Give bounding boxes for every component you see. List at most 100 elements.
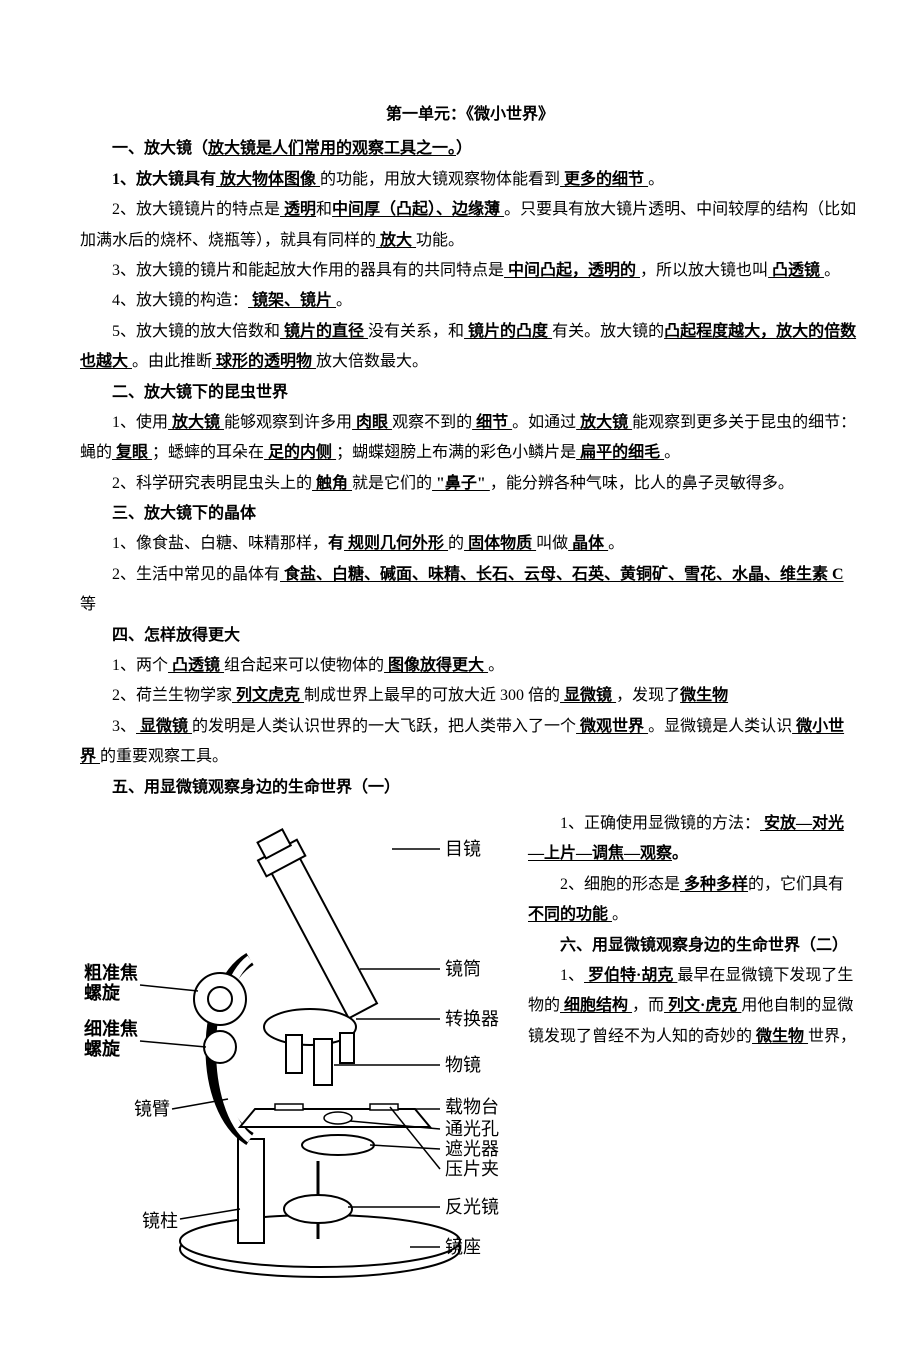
- s2-p2-c: 就是它们的: [352, 475, 432, 492]
- s1-p2-d: 中间厚（凸起）、边缘薄: [332, 201, 504, 218]
- s1-p3: 3、放大镜的镜片和能起放大作用的器具有的共同特点是 中间凸起，透明的 ，所以放大…: [80, 256, 860, 286]
- s4-p3-d: 微观世界: [576, 718, 648, 735]
- s3-p1-e: 固体物质: [464, 535, 536, 552]
- s1-p5-g: 。由此推断: [132, 353, 212, 370]
- s2-p1-a: 1、使用: [112, 414, 168, 431]
- s5-p2-d: 不同的功能: [528, 906, 612, 923]
- s3-p1-c: 规则几何外形: [344, 535, 448, 552]
- label-coarse-1: 粗准焦: [84, 962, 138, 983]
- s4-p2-b: 列文虎克: [232, 687, 304, 704]
- s3-p1-f: 叫做: [536, 535, 568, 552]
- s5-p1: 1、正确使用显微镜的方法： 安放—对光—上片—调焦—观察。: [528, 809, 860, 870]
- s4-p2-e: ，发现了: [616, 687, 680, 704]
- s4-p1-d: 图像放得更大: [384, 657, 488, 674]
- s4-p3: 3、 显微镜 的发明是人类认识世界的一大飞跃，把人类带入了一个 微观世界 。显微…: [80, 712, 860, 773]
- s1-p5-h: 球形的透明物: [212, 353, 316, 370]
- s6-p1-f: 列文·虎克: [664, 997, 741, 1014]
- s5-p2-c: 的，它们具有: [748, 876, 844, 893]
- s4-p1-c: 组合起来可以使物体的: [224, 657, 384, 674]
- s1-p1-b: 放大物体图像: [216, 171, 320, 188]
- diagram-and-text-row: 目镜 镜筒 转换器 物镜 载物台 通光孔 遮光器 压片夹 反光镜 镜座 粗准焦 …: [80, 809, 860, 1289]
- section-1-head: 一、放大镜（放大镜是人们常用的观察工具之一。）: [80, 134, 860, 164]
- s1-head-a: 一、放大镜（: [112, 140, 208, 157]
- section-6-head: 六、用显微镜观察身边的生命世界（二）: [528, 931, 860, 961]
- s2-p1-k: ；蟋蟀的耳朵在: [152, 444, 264, 461]
- s4-p2: 2、荷兰生物学家 列文虎克 制成世界上最早的可放大近 300 倍的 显微镜 ，发…: [80, 681, 860, 711]
- section-2-head: 二、放大镜下的昆虫世界: [80, 378, 860, 408]
- s2-p1-m: ；蝴蝶翅膀上布满的彩色小鳞片是: [336, 444, 576, 461]
- s1-p3-b: 中间凸起，透明的: [504, 262, 640, 279]
- section-5-head: 五、用显微镜观察身边的生命世界（一）: [80, 773, 860, 803]
- s6-p1-h: 微生物: [752, 1028, 808, 1045]
- s3-p1: 1、像食盐、白糖、味精那样，有 规则几何外形 的 固体物质 叫做 晶体 。: [80, 529, 860, 559]
- s1-p5-b: 镜片的直径: [280, 323, 368, 340]
- s6-p1-b: 罗伯特·胡克: [584, 967, 677, 984]
- s1-p1: 1、放大镜具有 放大物体图像 的功能，用放大镜观察物体能看到 更多的细节 。: [80, 165, 860, 195]
- s1-p4-c: 。: [336, 292, 352, 309]
- s5-p1-c: 。: [672, 845, 688, 862]
- label-aperture: 通光孔: [445, 1119, 499, 1139]
- label-fine-2: 螺旋: [84, 1038, 121, 1059]
- s5-p2-b: 多种多样: [680, 876, 748, 893]
- s1-p3-e: 。: [824, 262, 840, 279]
- label-eyepiece: 目镜: [445, 839, 481, 859]
- s2-p1-f: 细节: [472, 414, 512, 431]
- s6-p1-e: ，而: [632, 997, 664, 1014]
- s1-p2-c: 和: [316, 201, 332, 218]
- s1-head-c: ）: [456, 140, 472, 157]
- s1-p1-c: 的功能，用放大镜观察物体能看到: [320, 171, 560, 188]
- s6-p1-d: 细胞结构: [560, 997, 632, 1014]
- s4-p2-a: 2、荷兰生物学家: [112, 687, 232, 704]
- s2-p1-j: 复眼: [112, 444, 152, 461]
- label-diaphragm: 遮光器: [445, 1139, 499, 1159]
- s4-p2-c: 制成世界上最早的可放大近 300 倍的: [304, 687, 560, 704]
- s1-p4-a: 4、放大镜的构造：: [112, 292, 248, 309]
- s4-p2-d: 显微镜: [560, 687, 616, 704]
- label-base: 镜座: [445, 1237, 481, 1257]
- s2-p1-h: 放大镜: [576, 414, 632, 431]
- s2-p1-l: 足的内侧: [264, 444, 336, 461]
- s2-p1-e: 观察不到的: [392, 414, 472, 431]
- s2-p1-o: 。: [664, 444, 680, 461]
- s2-p1-d: 肉眼: [352, 414, 392, 431]
- s1-head-b: 放大镜是人们常用的观察工具之一。: [208, 140, 456, 157]
- s4-p1-a: 1、两个: [112, 657, 168, 674]
- s1-p4: 4、放大镜的构造： 镜架、镜片 。: [80, 286, 860, 316]
- label-arm: 镜臂: [134, 1099, 170, 1119]
- s1-p2-f: 放大: [376, 232, 416, 249]
- s5-p2: 2、细胞的形态是 多种多样的，它们具有 不同的功能 。: [528, 870, 860, 931]
- s2-p1-n: 扁平的细毛: [576, 444, 664, 461]
- s3-p1-h: 。: [608, 535, 624, 552]
- s3-p2-a: 2、生活中常见的晶体有: [112, 566, 280, 583]
- s1-p3-a: 3、放大镜的镜片和能起放大作用的器具有的共同特点是: [112, 262, 504, 279]
- s2-p2-d: "鼻子": [432, 475, 490, 492]
- s2-p2: 2、科学研究表明昆虫头上的 触角 就是它们的 "鼻子" ，能分辨各种气味，比人的…: [80, 469, 860, 499]
- s2-p1-c: 能够观察到许多用: [224, 414, 352, 431]
- unit-title: 第一单元：《微小世界》: [80, 100, 860, 130]
- section-4-head: 四、怎样放得更大: [80, 621, 860, 651]
- s3-p2: 2、生活中常见的晶体有 食盐、白糖、碱面、味精、长石、云母、石英、黄铜矿、雪花、…: [80, 560, 860, 621]
- s4-p3-c: 的发明是人类认识世界的一大飞跃，把人类带入了一个: [192, 718, 576, 735]
- right-column-text: 1、正确使用显微镜的方法： 安放—对光—上片—调焦—观察。 2、细胞的形态是 多…: [520, 809, 860, 1052]
- s1-p5-a: 5、放大镜的放大倍数和: [112, 323, 280, 340]
- s4-p3-a: 3、: [112, 718, 136, 735]
- s1-p5-d: 镜片的凸度: [464, 323, 552, 340]
- microscope-diagram: 目镜 镜筒 转换器 物镜 载物台 通光孔 遮光器 压片夹 反光镜 镜座 粗准焦 …: [80, 809, 520, 1289]
- s2-p2-e: ，能分辨各种气味，比人的鼻子灵敏得多。: [490, 475, 794, 492]
- s3-p1-d: 的: [448, 535, 464, 552]
- label-stage: 载物台: [445, 1097, 499, 1117]
- s4-p2-f: 微生物: [680, 687, 728, 704]
- s4-p1-e: 。: [488, 657, 504, 674]
- s3-p2-c: 等: [80, 596, 96, 613]
- label-pillar: 镜柱: [142, 1211, 178, 1231]
- label-mirror: 反光镜: [445, 1197, 499, 1217]
- s1-p4-b: 镜架、镜片: [248, 292, 336, 309]
- s6-p1: 1、 罗伯特·胡克 最早在显微镜下发现了生物的 细胞结构 ，而 列文·虎克 用他…: [528, 961, 860, 1052]
- section-3-head: 三、放大镜下的晶体: [80, 499, 860, 529]
- s3-p1-g: 晶体: [568, 535, 608, 552]
- s1-p2: 2、放大镜镜片的特点是 透明和中间厚（凸起）、边缘薄 。只要具有放大镜片透明、中…: [80, 195, 860, 256]
- s3-p1-b: 有: [328, 535, 344, 552]
- s4-p3-g: 的重要观察工具。: [100, 748, 228, 765]
- s2-p1-b: 放大镜: [168, 414, 224, 431]
- s5-p2-a: 2、细胞的形态是: [560, 876, 680, 893]
